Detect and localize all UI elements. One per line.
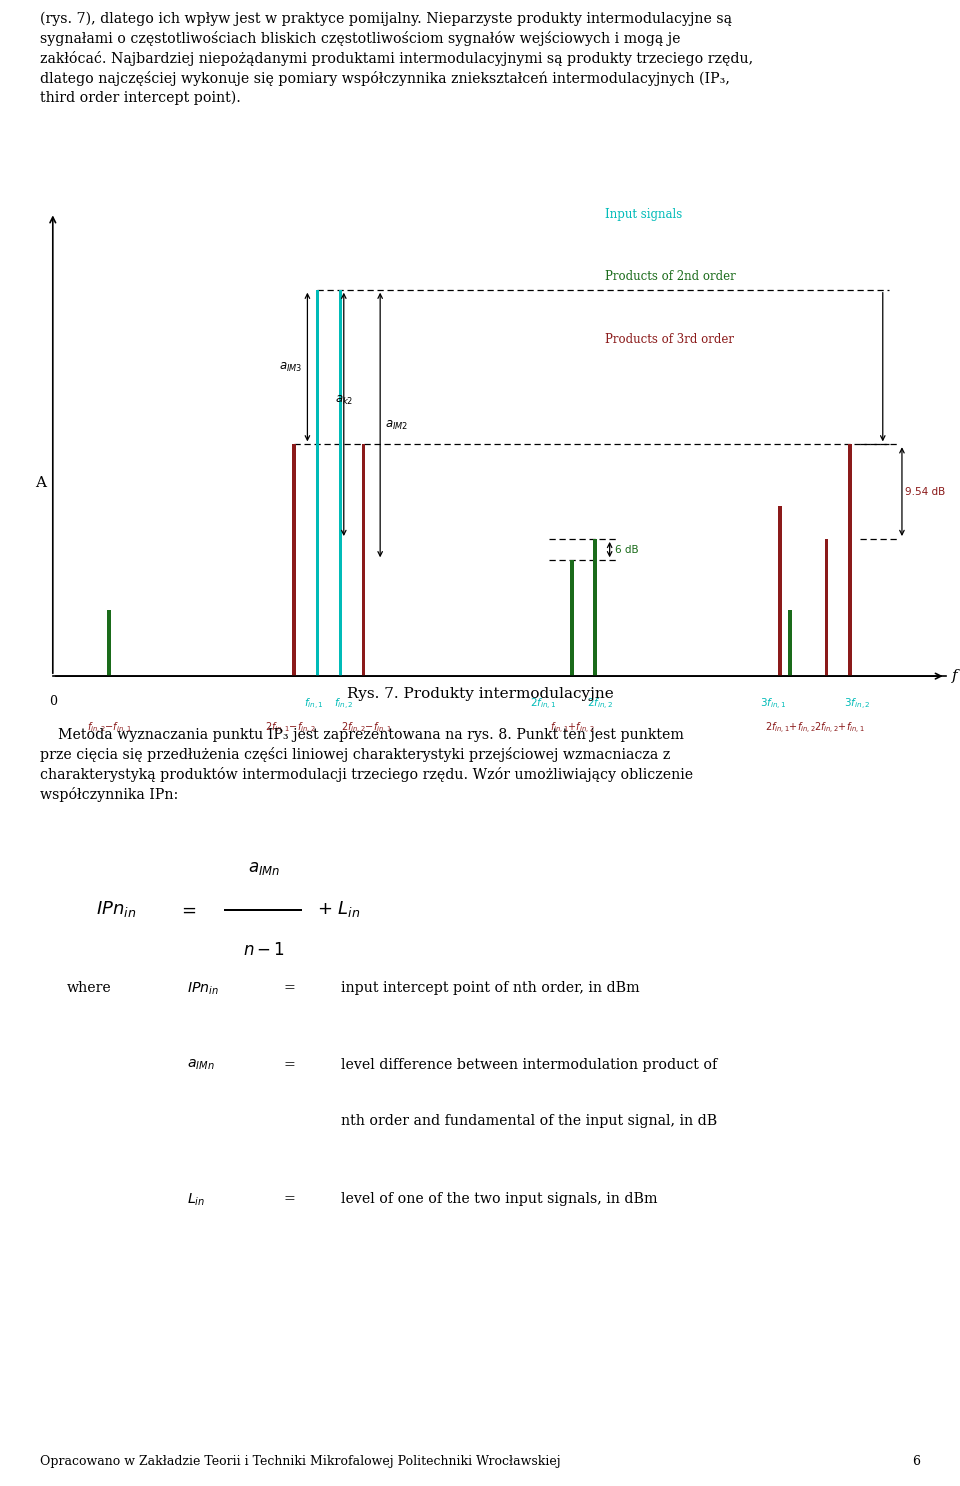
Text: $3f_{in,1}$: $3f_{in,1}$ <box>760 697 787 712</box>
Text: $f_{in,1}$: $f_{in,1}$ <box>304 697 324 712</box>
Bar <box>825 539 828 676</box>
Text: $2f_{in,1}$: $2f_{in,1}$ <box>530 697 557 712</box>
Text: nth order and fundamental of the input signal, in dB: nth order and fundamental of the input s… <box>341 1114 717 1128</box>
Text: $a_{k2}$: $a_{k2}$ <box>335 394 353 407</box>
Text: Input signals: Input signals <box>605 208 682 220</box>
Text: Rys. 7. Produkty intermodulacyjne: Rys. 7. Produkty intermodulacyjne <box>347 687 613 700</box>
Text: $a_{IM3}$: $a_{IM3}$ <box>278 361 302 373</box>
Text: $IPn_{in}$: $IPn_{in}$ <box>187 981 219 997</box>
Bar <box>788 611 792 676</box>
Bar <box>570 560 574 676</box>
Text: $n - 1$: $n - 1$ <box>243 942 285 958</box>
Text: =: = <box>283 1058 295 1071</box>
Text: $f_{in,1}$$+$$f_{in,2}$: $f_{in,1}$$+$$f_{in,2}$ <box>550 721 594 736</box>
Bar <box>362 444 366 676</box>
Text: $+\ L_{in}$: $+\ L_{in}$ <box>317 899 360 920</box>
Text: $2f_{in,1}$$+$$f_{in,2}$: $2f_{in,1}$$+$$f_{in,2}$ <box>765 721 816 736</box>
Text: 6: 6 <box>912 1455 920 1468</box>
Text: f: f <box>952 669 958 684</box>
Text: $2f_{in,2}$$-$$f_{in,1}$: $2f_{in,2}$$-$$f_{in,1}$ <box>342 721 393 736</box>
Text: Products of 2nd order: Products of 2nd order <box>605 270 735 284</box>
Text: 6 dB: 6 dB <box>615 544 638 554</box>
Text: 0: 0 <box>49 695 57 709</box>
Text: Opracowano w Zakładzie Teorii i Techniki Mikrofalowej Politechniki Wrocławskiej: Opracowano w Zakładzie Teorii i Techniki… <box>40 1455 561 1468</box>
Text: Metoda wyznaczania punktu IP₃ jest zaprezentowana na rys. 8. Punkt ten jest punk: Metoda wyznaczania punktu IP₃ jest zapre… <box>40 728 693 801</box>
Bar <box>339 290 343 676</box>
Bar <box>848 444 852 676</box>
Text: $a_{IMn}$: $a_{IMn}$ <box>187 1058 215 1073</box>
Bar <box>593 539 597 676</box>
Text: $a_{IM2}$: $a_{IM2}$ <box>386 419 409 431</box>
Text: $f_{in,2}$$-$$f_{in,1}$: $f_{in,2}$$-$$f_{in,1}$ <box>86 721 132 736</box>
Text: $L_{in}$: $L_{in}$ <box>187 1192 205 1208</box>
Text: $2f_{in,2}$$+$$f_{in,1}$: $2f_{in,2}$$+$$f_{in,1}$ <box>814 721 865 736</box>
Bar <box>779 507 782 676</box>
Text: $\ 3f_{in,2}$: $\ 3f_{in,2}$ <box>841 697 872 712</box>
Text: where: where <box>67 981 112 994</box>
Bar <box>316 290 319 676</box>
Text: input intercept point of nth order, in dBm: input intercept point of nth order, in d… <box>341 981 639 994</box>
Text: (rys. 7), dlatego ich wpływ jest w praktyce pomijalny. Nieparzyste produkty inte: (rys. 7), dlatego ich wpływ jest w prakt… <box>40 12 754 104</box>
Text: $IPn_{in}$: $IPn_{in}$ <box>96 899 136 920</box>
Text: level of one of the two input signals, in dBm: level of one of the two input signals, i… <box>341 1192 658 1205</box>
Text: level difference between intermodulation product of: level difference between intermodulation… <box>341 1058 717 1071</box>
Text: A: A <box>36 476 46 490</box>
Text: Products of 3rd order: Products of 3rd order <box>605 333 733 346</box>
Text: $a_{IMn}$: $a_{IMn}$ <box>248 860 280 877</box>
Text: $=$: $=$ <box>178 901 196 918</box>
Bar <box>293 444 296 676</box>
Text: $2f_{in,1}$$-$$f_{in,2}$: $2f_{in,1}$$-$$f_{in,2}$ <box>266 721 316 736</box>
Text: 9.54 dB: 9.54 dB <box>904 486 945 496</box>
Bar <box>108 611 110 676</box>
Text: $2f_{in,2}$: $2f_{in,2}$ <box>588 697 613 712</box>
Text: =: = <box>283 981 295 994</box>
Text: =: = <box>283 1192 295 1205</box>
Text: $f_{in,2}$: $f_{in,2}$ <box>334 697 353 712</box>
